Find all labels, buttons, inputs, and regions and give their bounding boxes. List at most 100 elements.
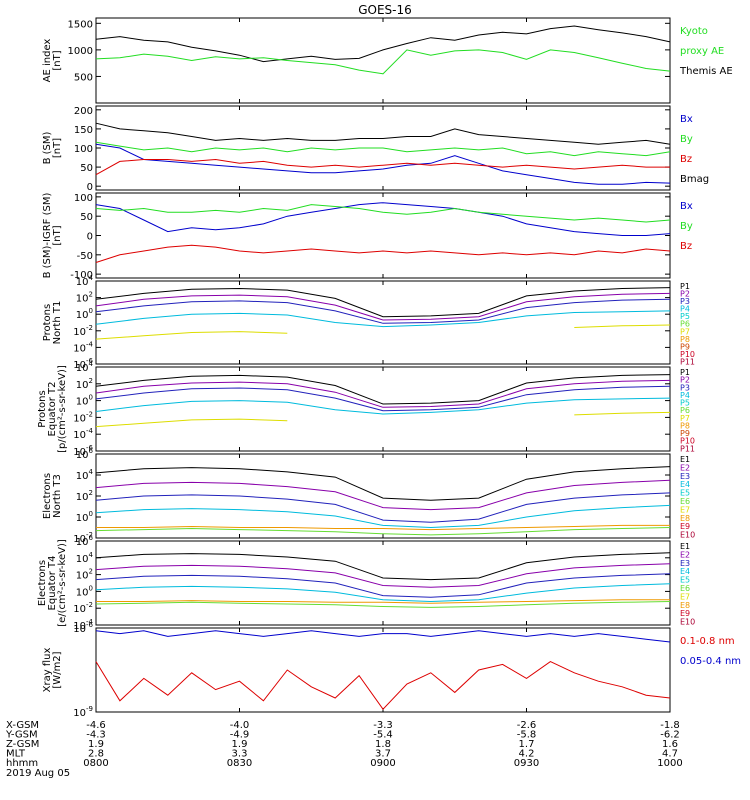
legend-entry: P11 bbox=[680, 357, 695, 366]
date-label: 2019 Aug 05 bbox=[6, 768, 70, 779]
y-axis-label: [e/(cm²-s-sr-keV)] bbox=[57, 539, 68, 627]
y-tick-exponent: -9 bbox=[86, 705, 93, 713]
y-tick-label: 50 bbox=[80, 212, 93, 223]
y-tick-exponent: 2 bbox=[89, 489, 93, 497]
series-line-e4 bbox=[96, 584, 670, 602]
series-line-p2 bbox=[96, 293, 670, 320]
y-tick-exponent: 2 bbox=[89, 377, 93, 385]
series-line-e4 bbox=[96, 505, 670, 527]
y-tick-exponent: 4 bbox=[89, 551, 94, 559]
series-line-0-1-0-8-nm bbox=[96, 631, 670, 642]
series-line-themis-ae bbox=[96, 26, 670, 62]
ephemeris-value: 0930 bbox=[514, 758, 539, 769]
y-tick-label: 10-2 bbox=[73, 324, 93, 338]
y-tick-exponent: -6 bbox=[86, 621, 94, 629]
panel-2: -100 -50 0 50 100 B (SM)-IGRF (SM) [nT] Bx By Bz bbox=[42, 193, 693, 282]
panel-0: 500 1000 1500 AE index [nT] Kyoto proxy AE Them… bbox=[42, 18, 733, 103]
y-tick-exponent: 0 bbox=[89, 394, 93, 402]
y-axis-label: [nT] bbox=[52, 50, 63, 70]
y-tick-label: 1000 bbox=[68, 46, 93, 57]
ephemeris-value: 1000 bbox=[657, 758, 682, 769]
legend-entry: Themis AE bbox=[679, 66, 733, 77]
series-line-by bbox=[96, 142, 670, 155]
panel-6: 10610410210010-210-4Electrons Equator T4[… bbox=[37, 534, 695, 632]
panel-1: 0 50 100 150 200 B (SM) [nT] Bx By Bz Bmag bbox=[42, 106, 709, 193]
panel-3: 10410210010-210-410-6Protons North T1P1P2… bbox=[42, 274, 695, 371]
y-tick-label: 100 bbox=[74, 193, 93, 204]
panel-frame bbox=[96, 628, 670, 712]
goes16-summary-plot: GOES-16 50010001500AE index [nT]Kyotoprox… bbox=[0, 0, 750, 800]
y-axis-label: [W/m2] bbox=[52, 651, 63, 688]
y-tick-label: 100 bbox=[76, 394, 93, 408]
legend-entry: Bmag bbox=[680, 174, 709, 185]
panel-frame bbox=[96, 193, 670, 278]
y-tick-label: 0 bbox=[87, 232, 93, 243]
y-tick-label: 102 bbox=[76, 377, 93, 391]
series-line-0-05-0-4-nm bbox=[96, 662, 670, 710]
series-line-by bbox=[96, 205, 670, 222]
legend-entry: Bz bbox=[680, 241, 692, 252]
legend-entry: By bbox=[680, 221, 693, 232]
y-tick-exponent: 2 bbox=[89, 291, 93, 299]
y-tick-label: 0 bbox=[87, 182, 93, 193]
y-tick-label: 102 bbox=[76, 568, 93, 582]
y-tick-label: 100 bbox=[76, 584, 93, 598]
series-line-p2 bbox=[96, 380, 670, 407]
y-tick-exponent: 6 bbox=[89, 447, 94, 455]
x-axis-ephemeris: X-GSM -4.6 -4.0 -3.3 -2.6 -1.8Y-GSM -4.3 -4.9 -5… bbox=[5, 720, 683, 769]
series-line-p5 bbox=[96, 398, 670, 414]
y-tick-exponent: 4 bbox=[89, 360, 94, 368]
y-tick-exponent: -4 bbox=[86, 340, 94, 348]
panel-frame bbox=[96, 18, 670, 103]
legend-entry: E10 bbox=[680, 618, 695, 627]
legend-entry: Bz bbox=[680, 154, 692, 165]
legend-entry: Bx bbox=[680, 201, 693, 212]
chart-title: GOES-16 bbox=[358, 3, 412, 17]
y-tick-exponent: 6 bbox=[89, 534, 94, 542]
legend-entry: By bbox=[680, 134, 693, 145]
panel-frame bbox=[96, 367, 670, 451]
y-tick-label: 10-9 bbox=[73, 705, 93, 719]
ephemeris-value: 0800 bbox=[83, 758, 108, 769]
ephemeris-value: 0900 bbox=[370, 758, 395, 769]
y-tick-label: 104 bbox=[76, 274, 94, 288]
y-axis-label: North T3 bbox=[52, 474, 63, 518]
series-line-p7 bbox=[96, 412, 670, 426]
legend-entry: Kyoto bbox=[680, 26, 708, 37]
ephemeris-value: 0830 bbox=[227, 758, 252, 769]
y-tick-label: 100 bbox=[74, 144, 93, 155]
y-tick-label: 106 bbox=[76, 534, 94, 548]
y-tick-label: 102 bbox=[76, 291, 93, 305]
series-line-kyoto-proxy-ae bbox=[96, 50, 670, 74]
y-tick-label: 100 bbox=[76, 510, 93, 524]
legend-entry: proxy AE bbox=[680, 46, 724, 57]
y-tick-label: 10-6 bbox=[73, 621, 93, 635]
y-tick-label: 10-4 bbox=[73, 427, 93, 441]
y-tick-exponent: 2 bbox=[89, 568, 93, 576]
y-tick-label: 100 bbox=[76, 307, 93, 321]
y-tick-label: 104 bbox=[76, 360, 94, 374]
y-tick-label: 10-2 bbox=[73, 410, 93, 424]
y-tick-label: 102 bbox=[76, 489, 93, 503]
y-tick-exponent: 0 bbox=[89, 510, 93, 518]
y-tick-exponent: 4 bbox=[89, 468, 94, 476]
series-line-bz bbox=[96, 245, 670, 262]
y-tick-label: 50 bbox=[80, 163, 93, 174]
y-axis-label: North T1 bbox=[52, 301, 63, 345]
panel-7: 10-6 10-9 Xray flux [W/m2] 0.1-0.8 nm 0.05-0.… bbox=[42, 621, 741, 719]
legend-entry: E10 bbox=[680, 531, 695, 540]
series-line-p7 bbox=[96, 325, 670, 339]
series-line-bz bbox=[96, 160, 670, 175]
y-tick-label: 106 bbox=[76, 447, 94, 461]
y-tick-exponent: -2 bbox=[86, 410, 93, 418]
legend-entry: Bx bbox=[680, 114, 693, 125]
panel-4: 10410210010-210-410-6Protons Equator T2 [p… bbox=[37, 360, 695, 458]
y-axis-label: [p/(cm²-s-sr-keV)] bbox=[57, 365, 68, 453]
y-tick-exponent: 4 bbox=[89, 274, 94, 282]
y-tick-label: 1500 bbox=[68, 19, 93, 30]
y-tick-label: 200 bbox=[74, 106, 93, 117]
y-tick-exponent: -2 bbox=[86, 324, 93, 332]
y-tick-label: 500 bbox=[74, 72, 93, 83]
legend-entry: 0.05-0.4 nm bbox=[680, 656, 741, 667]
y-tick-label: -50 bbox=[77, 251, 93, 262]
